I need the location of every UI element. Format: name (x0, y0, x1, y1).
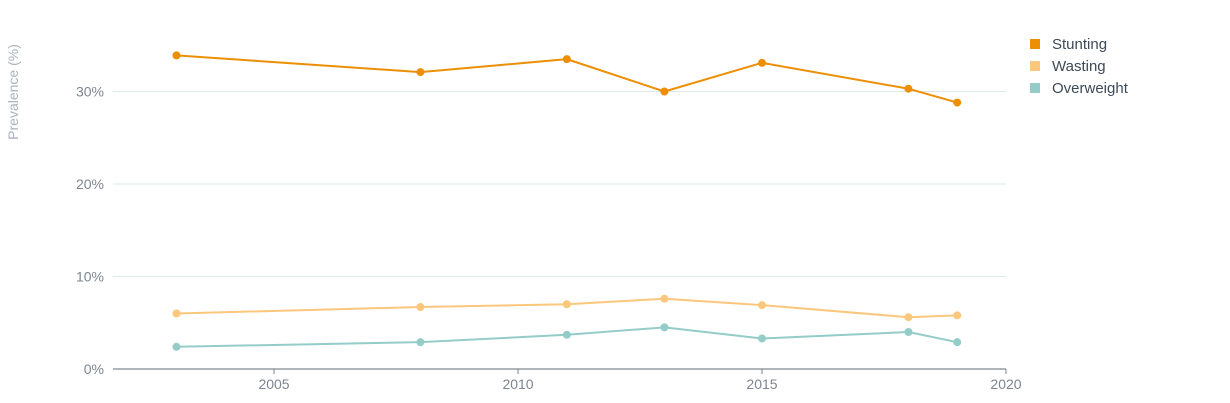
legend-swatch-stunting (1030, 39, 1040, 49)
y-tick-label-20: 20% (76, 176, 104, 192)
legend-label-overweight: Overweight (1052, 79, 1128, 97)
point-overweight-2018[interactable] (904, 328, 913, 336)
series-stunting (172, 51, 962, 107)
point-stunting-2015[interactable] (758, 58, 767, 67)
point-overweight-2003[interactable] (172, 342, 181, 351)
point-stunting-2011[interactable] (562, 55, 571, 64)
series-wasting (172, 294, 962, 322)
x-tick-label-2020: 2020 (990, 376, 1021, 392)
y-tick-label-30: 30% (76, 84, 104, 100)
series-overweight (172, 323, 962, 351)
series-group (172, 51, 962, 351)
point-stunting-2018[interactable] (904, 84, 913, 93)
legend-label-stunting: Stunting (1052, 35, 1108, 53)
point-wasting-2018[interactable] (904, 313, 913, 322)
point-stunting-2013[interactable] (660, 87, 669, 96)
point-stunting-2019[interactable] (953, 98, 962, 107)
y-tick-label-0: 0% (84, 361, 104, 377)
legend-label-wasting: Wasting (1052, 57, 1106, 75)
point-overweight-2013[interactable] (660, 323, 669, 332)
x-axis-ticks: 2005 2010 2015 2020 (258, 369, 1022, 392)
y-axis-title: Prevalence (%) (5, 44, 21, 140)
x-tick-label-2010: 2010 (502, 376, 533, 392)
point-overweight-2015[interactable] (758, 334, 767, 343)
point-stunting-2003[interactable] (172, 51, 181, 60)
point-wasting-2003[interactable] (172, 309, 181, 318)
y-axis-ticks: 0% 10% 20% 30% (76, 84, 104, 378)
point-wasting-2019[interactable] (953, 311, 962, 320)
point-overweight-2011[interactable] (562, 330, 571, 339)
x-tick-label-2015: 2015 (746, 376, 777, 392)
y-tick-label-10: 10% (76, 269, 104, 285)
point-overweight-2008[interactable] (416, 338, 425, 347)
legend-swatch-wasting (1030, 61, 1040, 71)
point-wasting-2013[interactable] (660, 294, 669, 303)
legend-swatch-overweight (1030, 83, 1040, 93)
legend-item-stunting[interactable]: Stunting (1030, 33, 1128, 55)
legend: Stunting Wasting Overweight (1030, 33, 1128, 99)
point-wasting-2008[interactable] (416, 303, 425, 312)
point-overweight-2019[interactable] (953, 338, 962, 347)
point-wasting-2015[interactable] (758, 301, 767, 310)
legend-item-overweight[interactable]: Overweight (1030, 77, 1128, 99)
legend-item-wasting[interactable]: Wasting (1030, 55, 1128, 77)
point-wasting-2011[interactable] (562, 300, 571, 309)
point-stunting-2008[interactable] (416, 68, 425, 77)
grid-lines (113, 91, 1006, 277)
x-tick-label-2005: 2005 (258, 376, 289, 392)
